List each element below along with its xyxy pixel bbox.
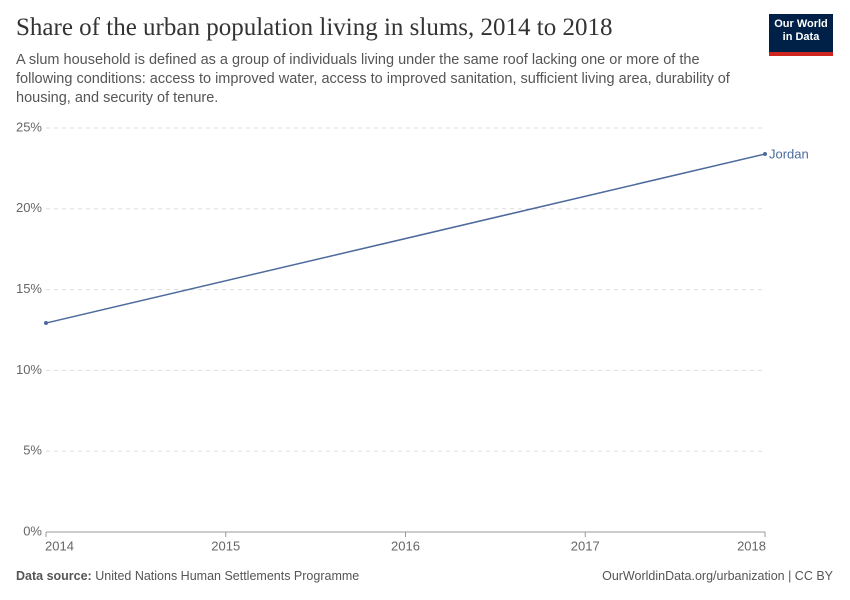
x-tick-label: 2018 (737, 538, 766, 553)
series-label: Jordan (769, 146, 809, 161)
y-tick-label: 0% (23, 523, 42, 538)
x-tick-label: 2014 (45, 538, 74, 553)
logo-text[interactable]: Our World in Data (774, 18, 828, 43)
source-text[interactable]: United Nations Human Settlements Program… (95, 569, 360, 583)
logo[interactable]: Our World in Data (769, 14, 833, 56)
license[interactable]: OurWorldinData.org/urbanization | CC BY (602, 569, 833, 583)
y-tick-label: 25% (16, 119, 42, 134)
y-tick-label: 15% (16, 281, 42, 296)
point (44, 321, 48, 326)
x-tick-label: 2017 (571, 538, 600, 553)
source: Data source: United Nations Human Settle… (16, 569, 359, 583)
y-tick-label: 20% (16, 200, 42, 215)
y-tick-label: 5% (23, 443, 42, 458)
x-tick-label: 2015 (211, 538, 240, 553)
chart-title: Share of the urban population living in … (16, 14, 613, 41)
source-label: Data source: (16, 569, 92, 583)
chart-subtitle: A slum household is defined as a group o… (16, 52, 730, 106)
point (763, 152, 767, 157)
x-tick-label: 2016 (391, 538, 420, 553)
series-line (45, 153, 766, 324)
y-tick-label: 10% (16, 362, 42, 377)
